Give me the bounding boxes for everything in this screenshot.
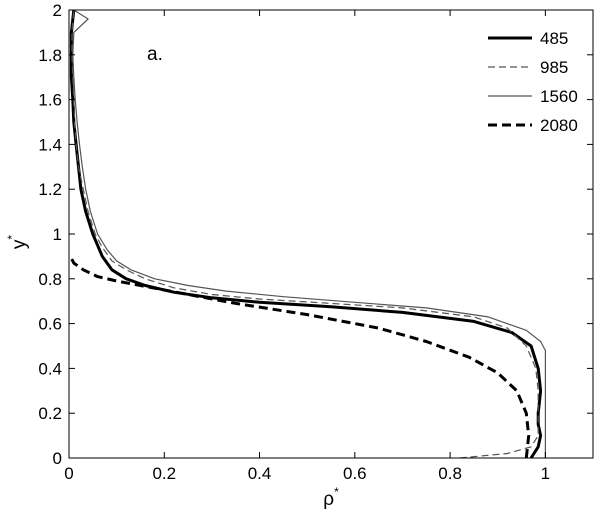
legend-label-1560: 1560	[540, 87, 578, 106]
y-axis-label-base: y	[9, 239, 30, 249]
x-tick-label: 0.6	[343, 464, 367, 483]
series-lines	[69, 9, 547, 459]
legend: 485 985 1560 2080	[488, 29, 578, 135]
y-tick-label: 2	[53, 1, 62, 20]
legend-label-2080: 2080	[540, 116, 578, 135]
series-line-485	[69, 9, 543, 459]
legend-label-985: 985	[540, 58, 568, 77]
y-tick-label: 0.4	[38, 359, 62, 378]
x-axis-label-superscript: *	[334, 485, 339, 499]
series-line-1560	[72, 9, 547, 458]
x-axis-label: ρ*	[323, 485, 339, 510]
series-line-985	[71, 9, 539, 459]
y-tick-label: 1	[53, 225, 62, 244]
x-tick-label: 0.8	[438, 464, 462, 483]
legend-label-485: 485	[540, 29, 568, 48]
x-tick-label: 0.4	[248, 464, 272, 483]
x-tick-label: 1	[541, 464, 550, 483]
plot-frame	[68, 9, 594, 459]
x-tick-label: 0	[64, 464, 73, 483]
y-tick-label: 0	[53, 449, 62, 468]
x-tick-label: 0.2	[152, 464, 176, 483]
tick-labels: 0 0.2 0.4 0.6 0.8 1 0 0.2 0.4 0.6 0.8 1 1.2 1.4 1.6 1.8…	[38, 1, 550, 483]
y-axis-label: y*	[5, 235, 30, 250]
panel-label: a.	[147, 44, 163, 65]
y-tick-label: 1.6	[38, 91, 62, 110]
y-tick-label: 1.2	[38, 180, 62, 199]
y-tick-label: 1.8	[38, 46, 62, 65]
x-axis-label-base: ρ	[323, 489, 334, 510]
y-tick-label: 0.6	[38, 315, 62, 334]
y-tick-label: 0.2	[38, 404, 62, 423]
series-line-2080	[69, 255, 531, 459]
y-tick-label: 1.4	[38, 135, 62, 154]
y-axis-label-superscript: *	[5, 235, 19, 240]
y-tick-label: 0.8	[38, 270, 62, 289]
tick-marks	[68, 9, 593, 459]
